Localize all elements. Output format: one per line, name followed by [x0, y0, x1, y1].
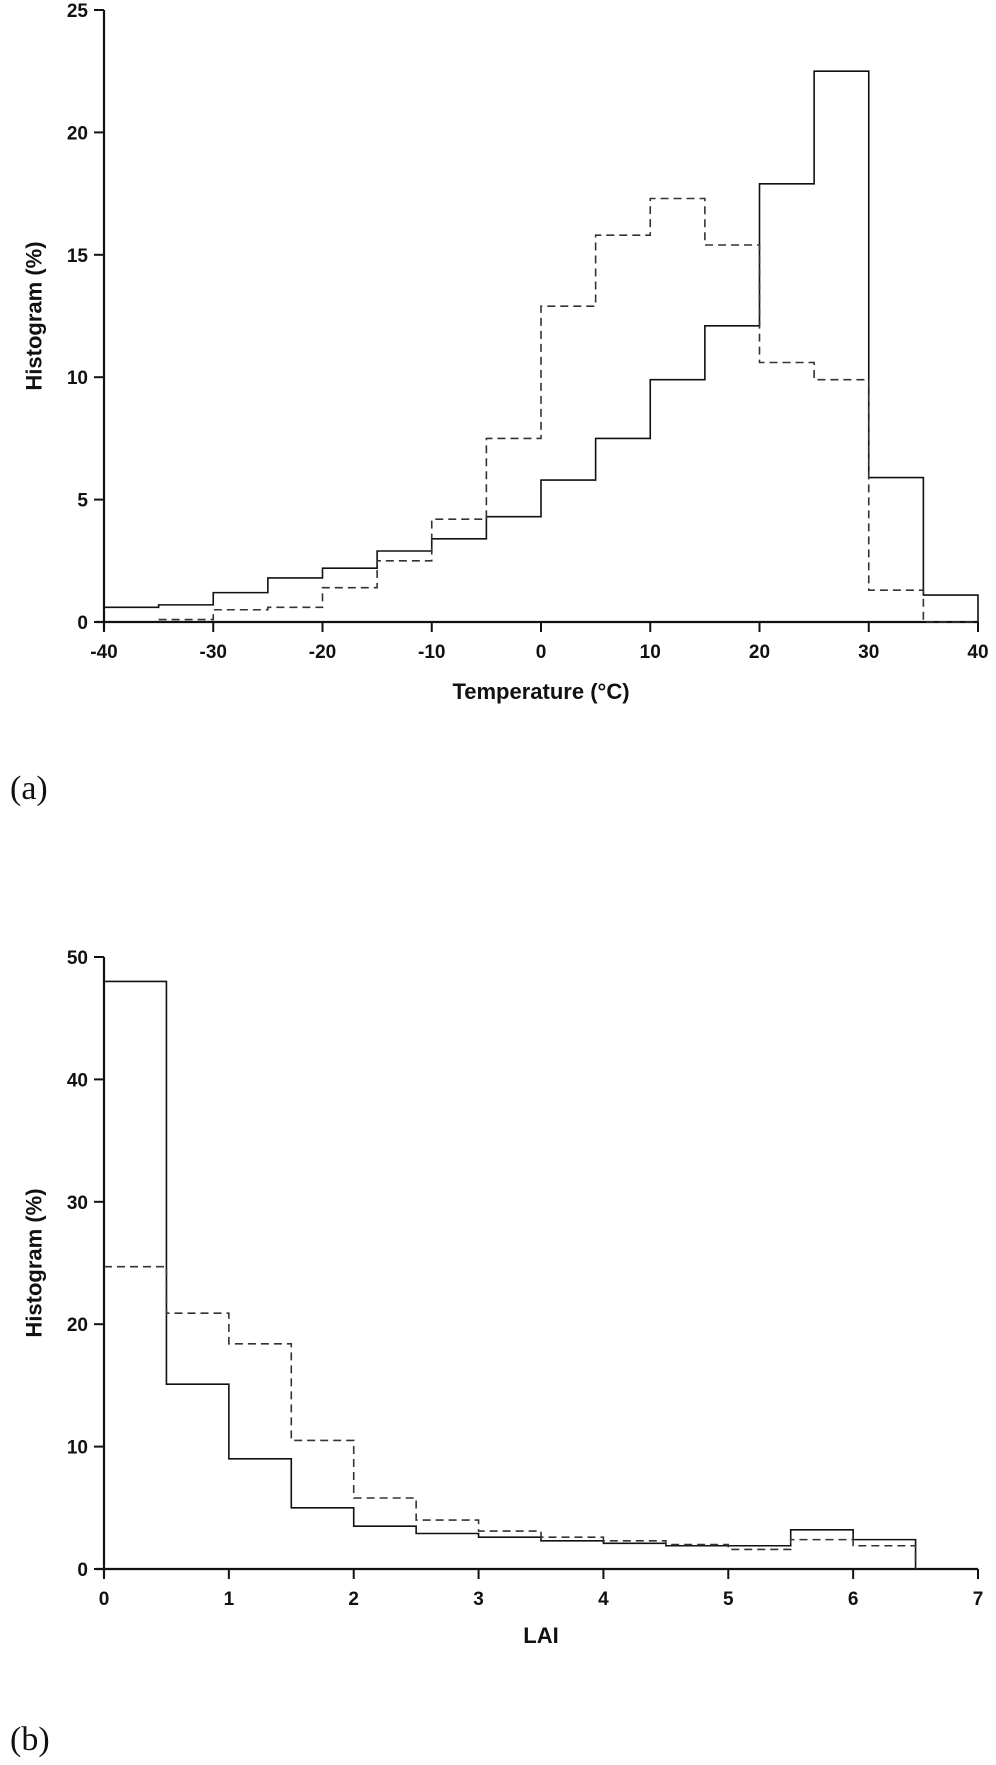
x-tick-label: 20 — [749, 642, 770, 663]
x-tick-label: -20 — [309, 642, 336, 663]
x-tick-label: 30 — [858, 642, 879, 663]
y-tick-label: 20 — [67, 1315, 88, 1336]
x-tick-label: 4 — [598, 1589, 609, 1610]
x-tick-label: 0 — [536, 642, 547, 663]
y-axis-title: Histogram (%) — [22, 241, 47, 390]
y-tick-label: 0 — [77, 613, 88, 634]
y-tick-label: 10 — [67, 1438, 88, 1459]
x-tick-label: -40 — [90, 642, 117, 663]
y-tick-label: 50 — [67, 948, 88, 969]
x-tick-label: 7 — [973, 1589, 984, 1610]
y-tick-label: 10 — [67, 368, 88, 389]
series-dashed-line — [104, 1265, 917, 1569]
x-tick-label: 6 — [848, 1589, 859, 1610]
x-tick-label: 3 — [473, 1589, 484, 1610]
x-tick-label: 40 — [967, 642, 988, 663]
series-solid-line — [104, 70, 979, 622]
x-tick-label: 2 — [348, 1589, 359, 1610]
y-tick-label: 30 — [67, 1193, 88, 1214]
y-tick-label: 25 — [67, 1, 89, 22]
x-tick-label: 1 — [224, 1589, 235, 1610]
x-axis-title: LAI — [523, 1623, 558, 1648]
x-tick-label: 10 — [640, 642, 661, 663]
panel-label: (b) — [10, 1721, 50, 1758]
x-tick-label: 5 — [723, 1589, 734, 1610]
y-tick-label: 40 — [67, 1070, 88, 1091]
x-tick-label: -30 — [200, 642, 227, 663]
y-tick-label: 5 — [77, 491, 88, 512]
series-dashed-line — [158, 197, 978, 623]
y-tick-label: 15 — [67, 246, 89, 267]
chart-panel-a: -40 -30 -20 -10 0 10 20 30 40 0 5 10 15 20 25 Temperatu… — [10, 1, 989, 807]
series-solid-line — [104, 980, 917, 1569]
y-tick-label: 0 — [77, 1560, 88, 1581]
x-axis-title: Temperature (°C) — [452, 679, 629, 704]
x-tick-label: -10 — [418, 642, 445, 663]
panel-label: (a) — [10, 770, 48, 807]
y-tick-label: 20 — [67, 123, 88, 144]
y-axis-title: Histogram (%) — [22, 1188, 47, 1337]
x-tick-label: 0 — [99, 1589, 110, 1610]
chart-panel-b: 0 1 2 3 4 5 6 7 0 10 20 30 40 50 LAI Histogram (%) (b) — [10, 948, 983, 1758]
